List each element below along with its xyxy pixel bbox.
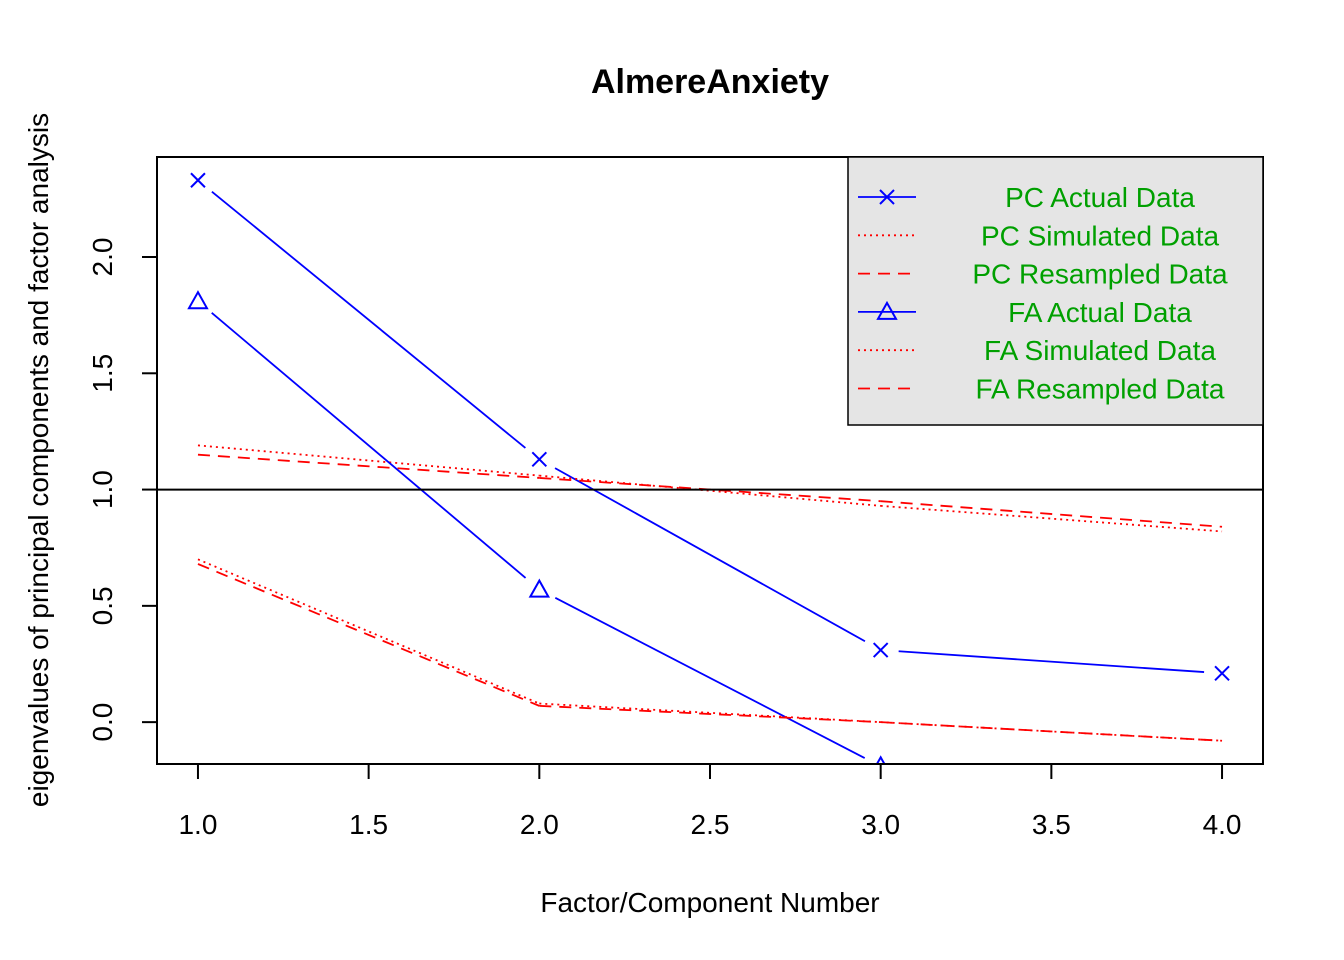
legend-label: FA Actual Data (1008, 297, 1192, 328)
series-line-segment (880, 721, 1223, 742)
x-tick-label: 1.5 (349, 809, 388, 840)
x-tick-label: 4.0 (1203, 809, 1242, 840)
legend-label: PC Actual Data (1005, 182, 1195, 213)
series-line-segment (539, 704, 881, 724)
legend-label: PC Resampled Data (972, 259, 1228, 290)
x-tick-label: 1.0 (178, 809, 217, 840)
series-line-segment (554, 597, 866, 759)
series-point (872, 642, 889, 658)
series-line-segment (197, 558, 540, 705)
series-layer (187, 172, 1230, 764)
series-line-segment (211, 190, 526, 449)
plot-frame (156, 156, 1264, 765)
y-tick-label: 2.0 (87, 238, 118, 277)
legend: PC Actual Data PC Simulated Data PC Resamp… (847, 156, 1264, 426)
legend-marker (879, 189, 895, 205)
series-line-segment (211, 312, 527, 579)
series-4 (197, 558, 1223, 742)
series-line-segment (197, 453, 540, 479)
x-axis-label: Factor/Component Number (540, 887, 879, 918)
x-tick-label: 3.5 (1032, 809, 1071, 840)
series-point (187, 290, 209, 310)
series-line-segment (880, 504, 1223, 533)
series-0 (190, 172, 1230, 682)
y-tick-label: 0.0 (87, 703, 118, 742)
y-axis: 0.0 0.5 1.0 1.5 2.0 (87, 238, 158, 742)
legend-label: FA Resampled Data (975, 374, 1224, 405)
series-line-segment (197, 444, 540, 477)
series-1 (197, 444, 1223, 533)
y-tick-label: 0.5 (87, 586, 118, 625)
legend-item: FA Simulated Data (858, 335, 1216, 366)
series-point (190, 172, 206, 188)
series-line-segment (197, 563, 540, 707)
series-point (531, 451, 548, 468)
legend-item: PC Simulated Data (858, 220, 1219, 251)
y-tick-label: 1.0 (87, 470, 118, 509)
series-5 (197, 563, 1223, 742)
series-3 (187, 290, 886, 764)
series-point (1214, 665, 1230, 682)
x-tick-label: 2.5 (691, 809, 730, 840)
series-line-segment (880, 500, 1223, 528)
x-tick-label: 2.0 (520, 809, 559, 840)
chart-title: AlmereAnxiety (591, 63, 829, 101)
series-line-segment (554, 467, 866, 643)
series-point (528, 578, 551, 598)
legend-label: PC Simulated Data (981, 220, 1220, 251)
legend-item: FA Actual Data (858, 297, 1192, 328)
series-line-segment (898, 650, 1205, 673)
legend-label: FA Simulated Data (984, 335, 1216, 366)
series-line-segment (539, 474, 881, 507)
legend-box (847, 156, 1264, 426)
legend-item: PC Actual Data (858, 182, 1195, 213)
legend-item: PC Resampled Data (858, 259, 1228, 290)
series-2 (197, 453, 1223, 528)
y-axis-label: eigenvalues of principal components and … (23, 113, 54, 807)
legend-item: FA Resampled Data (858, 374, 1225, 405)
x-axis: 1.0 1.5 2.0 2.5 3.0 3.5 4.0 (178, 763, 1242, 840)
x-tick-label: 3.0 (861, 809, 900, 840)
y-tick-label: 1.5 (87, 354, 118, 393)
legend-marker (876, 300, 898, 320)
